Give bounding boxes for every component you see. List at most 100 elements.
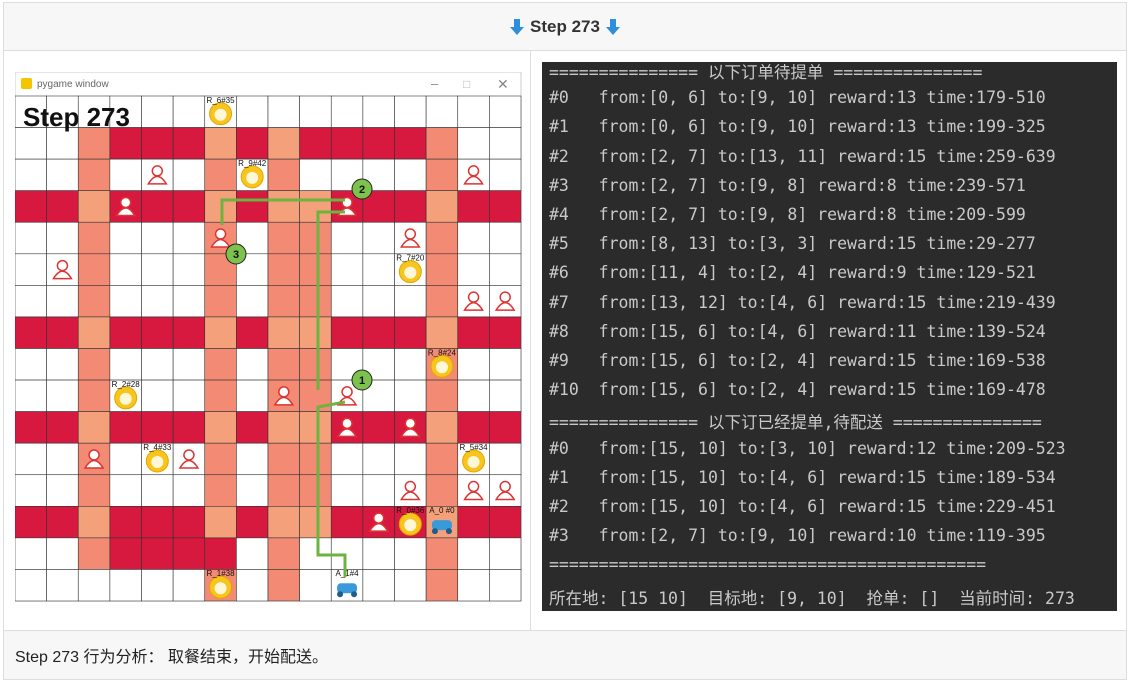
grid-cell: [489, 569, 522, 602]
restaurant-inner: [467, 455, 480, 468]
customer-body: [336, 428, 358, 438]
terminal-line: #0 from:[15, 10] to:[3, 10] reward:12 ti…: [549, 438, 1066, 458]
grid-cell: [267, 506, 300, 539]
grid-cell: [236, 411, 269, 444]
restaurant-label: R_4#33: [143, 443, 172, 452]
customer-body: [52, 270, 73, 280]
grid-cell: [394, 379, 427, 412]
grid-cell: [236, 442, 269, 476]
customer-icon: [494, 480, 516, 501]
customer-icon: [273, 386, 295, 406]
grid-cell: [362, 537, 395, 570]
grid-cell: [267, 253, 300, 286]
customer-icon: [52, 259, 73, 280]
grid-cell: [236, 316, 269, 349]
grid-cell: [172, 379, 206, 412]
grid-cell: [15, 411, 47, 444]
grid-cell: [141, 285, 174, 318]
grid-cell: [330, 442, 364, 476]
grid-cell: [425, 569, 459, 602]
customer-body: [178, 459, 200, 469]
grid-cell: [236, 127, 269, 160]
grid-cell: [489, 442, 522, 476]
grid-cell: [267, 569, 300, 602]
grid-cell: [77, 474, 111, 507]
grid-cell: [109, 569, 142, 602]
grid-cell: [109, 316, 142, 349]
grid-cell: [362, 316, 395, 349]
terminal-line: #1 from:[15, 10] to:[4, 6] reward:15 tim…: [549, 467, 1056, 487]
grid-cell: [394, 537, 427, 570]
route-marker-label: 1: [359, 375, 365, 387]
customer-body: [463, 491, 484, 501]
customer-head: [341, 386, 353, 398]
grid-cell: [299, 316, 332, 349]
grid-cell: [457, 127, 490, 160]
grid-cell: [172, 316, 206, 349]
customer-head: [499, 480, 511, 493]
grid-cell: [141, 348, 174, 381]
grid-cell: [204, 506, 237, 539]
customer-body: [463, 175, 484, 185]
grid-cell: [362, 95, 395, 128]
grid-cell: [457, 253, 490, 286]
grid-cell: [299, 127, 332, 160]
grid-cell: [425, 442, 459, 476]
grid-cell: [109, 253, 142, 286]
grid-cell: [77, 569, 111, 602]
customer-head: [119, 196, 132, 209]
grid-cell: [457, 569, 490, 602]
customer-head: [341, 417, 353, 430]
grid-cell: [236, 95, 269, 128]
grid-cell: [330, 285, 364, 318]
grid-cell: [425, 158, 459, 191]
grid-cell: [267, 474, 300, 507]
grid-cell: [15, 569, 47, 602]
grid-cell: [46, 190, 79, 223]
terminal-line: #2 from:[15, 10] to:[4, 6] reward:15 tim…: [549, 497, 1056, 516]
grid-cell: [489, 95, 522, 128]
step-title: Step 273: [530, 16, 600, 36]
customer-head: [151, 165, 164, 177]
grid-cell: [77, 379, 111, 412]
grid-cell: [457, 316, 490, 349]
grid-cell: [394, 316, 427, 349]
route-path: [316, 400, 347, 577]
grid-cell: [425, 316, 459, 349]
grid-cell: [362, 253, 395, 286]
grid-cell: [172, 348, 206, 381]
grid-cell: [236, 569, 269, 602]
grid-cell: [425, 221, 459, 255]
grid-cell: [109, 537, 142, 570]
customer-icon: [494, 291, 516, 311]
grid-cell: [457, 190, 490, 223]
restaurant-label: R_1#38: [207, 569, 236, 578]
grid-cell: [204, 158, 237, 191]
grid-cell: [109, 442, 142, 476]
grid-cell: [267, 316, 300, 349]
grid-cell: [299, 285, 332, 318]
route-marker: [225, 243, 247, 265]
grid-cell: [204, 348, 237, 381]
grid-cell: [109, 348, 142, 381]
grid-cell: [394, 569, 427, 602]
route-marker-label: 2: [359, 184, 365, 196]
grid-cell: [204, 379, 237, 412]
grid-cell: [394, 95, 427, 128]
grid-cell: [267, 158, 300, 191]
grid-cell: [299, 348, 332, 381]
grid-cell: [15, 506, 47, 539]
customer-body: [83, 459, 105, 469]
grid-cell: [489, 537, 522, 570]
grid-cell: [172, 158, 206, 191]
grid-cell: [457, 379, 490, 412]
grid-cell: [204, 411, 237, 444]
customer-head: [404, 417, 417, 430]
terminal-line: #7 from:[13, 12] to:[4, 6] reward:15 tim…: [549, 292, 1056, 312]
restaurant-label: R_2#28: [112, 380, 141, 389]
customer-icon: [368, 512, 390, 532]
grid-cell: [109, 127, 142, 160]
grid-cell: [457, 506, 490, 539]
grid-cell: [109, 506, 142, 539]
grid-cell: [46, 379, 79, 412]
